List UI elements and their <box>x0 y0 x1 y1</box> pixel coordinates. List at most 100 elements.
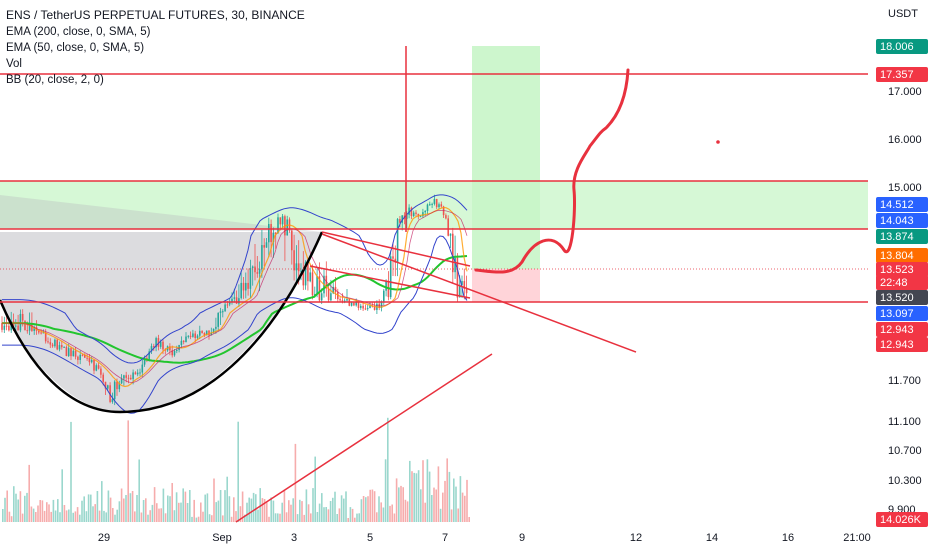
candle-body <box>84 354 86 358</box>
projected-path <box>474 68 630 274</box>
volume-bar <box>28 464 30 522</box>
volume-bar <box>380 502 382 522</box>
volume-bar <box>266 502 268 522</box>
volume-bar <box>217 500 220 522</box>
volume-bar <box>321 493 323 522</box>
candle-body <box>199 330 201 336</box>
candle-body <box>42 332 45 334</box>
candle-body <box>1 323 3 330</box>
volume-bar <box>428 471 431 522</box>
candle-body <box>210 332 213 336</box>
price-badge <box>876 67 928 82</box>
volume-bar <box>228 496 231 522</box>
price-badge <box>876 337 928 352</box>
price-badge-label: 13.097 <box>880 308 914 320</box>
candle-body <box>90 360 93 363</box>
candle-body <box>261 245 263 269</box>
candle-body <box>307 262 309 282</box>
legend-volume[interactable]: Vol <box>6 58 22 70</box>
volume-bar <box>318 503 321 522</box>
candle-body <box>438 204 440 208</box>
volume-bar <box>134 511 136 522</box>
volume-bar <box>149 510 151 522</box>
volume-bar <box>127 420 129 522</box>
candle-body <box>426 204 429 211</box>
candle-body <box>249 268 252 289</box>
volume-bar <box>303 514 305 522</box>
volume-bar <box>112 508 114 522</box>
candle-body <box>369 305 371 309</box>
volume-bar <box>274 513 277 522</box>
candle-body <box>159 341 162 347</box>
candle-body <box>171 350 173 356</box>
legend-ema-200[interactable]: EMA (200, close, 0, SMA, 5) <box>6 26 151 38</box>
candle-body <box>270 223 272 243</box>
volume-bar <box>87 494 90 522</box>
candle-body <box>339 299 341 301</box>
candle-body <box>157 338 160 347</box>
candle-body <box>182 340 185 343</box>
volume-bar <box>41 500 44 522</box>
cup-rim-shade <box>0 195 322 232</box>
volume-bar <box>233 497 235 522</box>
volume-bar <box>358 513 360 522</box>
candle-body <box>118 383 121 390</box>
volume-bar <box>74 511 77 522</box>
candle-body <box>189 335 192 337</box>
candle-body <box>215 326 217 329</box>
candle-body <box>61 345 63 348</box>
x-tick-label: 12 <box>630 532 642 544</box>
candle-body <box>242 282 245 291</box>
candle-body <box>238 298 240 304</box>
volume-bar <box>81 500 83 522</box>
volume-bar <box>360 499 363 522</box>
volume-bar <box>222 515 224 522</box>
volume-bar <box>213 478 215 522</box>
volume-bar <box>362 496 365 522</box>
volume-bar <box>329 501 332 522</box>
volume-bar <box>43 510 46 522</box>
price-badge <box>876 248 928 263</box>
candle-body <box>40 332 42 334</box>
candle-body <box>155 338 157 348</box>
volume-bar <box>349 507 352 522</box>
volume-bar <box>191 516 193 522</box>
volume-bar <box>30 506 33 522</box>
candle-body <box>302 270 305 286</box>
volume-bar <box>409 460 411 522</box>
candle-body <box>113 381 116 400</box>
candle-body <box>192 333 194 337</box>
volume-bar <box>332 497 334 522</box>
volume-bar <box>277 513 279 522</box>
volume-bar <box>26 492 28 522</box>
volume-bar <box>378 496 380 522</box>
candle-body <box>389 256 392 298</box>
volume-bar <box>261 498 264 522</box>
y-tick-label: 10.300 <box>888 475 922 487</box>
volume-bar <box>125 495 127 522</box>
volume-bar <box>442 492 444 522</box>
volume-bar <box>6 490 8 522</box>
volume-bar <box>466 479 468 522</box>
price-badge <box>876 322 928 337</box>
volume-bar <box>338 508 341 522</box>
candle-body <box>24 320 26 331</box>
legend-ema-50[interactable]: EMA (50, close, 0, SMA, 5) <box>6 42 145 54</box>
candle-body <box>136 372 139 375</box>
price-badge-label: 22:48 <box>880 277 908 289</box>
volume-bar <box>173 510 176 522</box>
volume-bar <box>180 502 182 522</box>
candle-body <box>107 385 109 389</box>
stop-zone <box>472 269 540 302</box>
volume-bar <box>420 489 422 522</box>
candle-body <box>392 256 394 259</box>
volume-bar <box>131 491 134 522</box>
candle-body <box>311 272 314 296</box>
volume-bar <box>431 495 433 522</box>
legend-bollinger-bands[interactable]: BB (20, close, 2, 0) <box>6 74 104 86</box>
volume-bar <box>296 514 299 522</box>
candle-body <box>245 282 247 291</box>
marker-dot <box>716 140 720 144</box>
candle-body <box>65 346 68 356</box>
